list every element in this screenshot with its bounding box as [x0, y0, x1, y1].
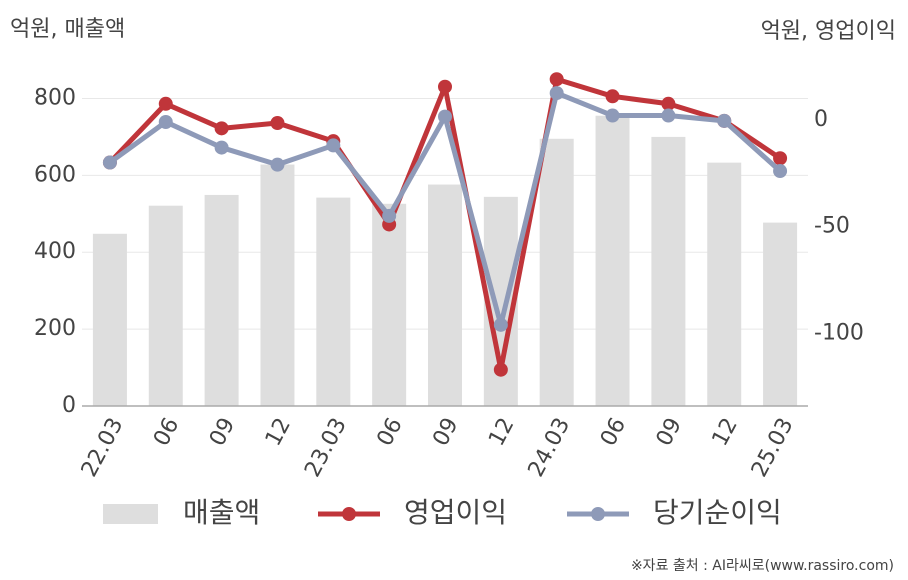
bar	[92, 233, 127, 406]
bar	[204, 194, 239, 406]
bar	[763, 222, 798, 406]
y2-tick-label: -100	[814, 320, 864, 345]
y-tick-label: 200	[34, 316, 76, 341]
x-tick-label: 22.03	[77, 414, 129, 481]
bar	[707, 162, 742, 406]
x-tick-label: 09	[652, 414, 687, 450]
y2-tick-label: -50	[814, 214, 850, 239]
x-tick-label: 06	[149, 414, 184, 450]
marker	[773, 164, 788, 179]
legend-label: 당기순이익	[653, 496, 782, 529]
y-tick-label: 800	[34, 85, 76, 110]
marker	[102, 155, 117, 170]
marker	[158, 114, 173, 129]
bar	[148, 205, 183, 406]
marker	[326, 138, 341, 153]
y-axis-title: 억원, 매출액	[10, 17, 125, 42]
marker	[661, 108, 676, 123]
marker	[493, 317, 508, 332]
marker	[438, 79, 452, 94]
marker	[773, 151, 788, 166]
bar	[595, 115, 630, 406]
marker	[214, 121, 229, 136]
legend-swatch	[591, 507, 605, 521]
y2-axis-title: 억원, 영업이익	[761, 19, 896, 44]
marker	[493, 362, 508, 377]
x-tick-label: 09	[428, 414, 463, 450]
x-tick-label: 23.03	[300, 414, 352, 481]
bar	[372, 203, 407, 406]
x-tick-label: 09	[205, 414, 240, 450]
x-tick-label: 12	[484, 414, 519, 450]
legend-swatch	[342, 507, 356, 521]
marker	[549, 72, 564, 87]
legend-label: 영업이익	[404, 496, 507, 529]
marker	[717, 113, 732, 128]
bar	[539, 138, 574, 407]
bar	[651, 136, 686, 406]
bar	[428, 184, 462, 406]
bar	[260, 164, 295, 406]
x-tick-label: 12	[708, 414, 743, 450]
y-tick-label: 0	[62, 393, 76, 418]
marker	[270, 157, 285, 172]
marker	[605, 89, 620, 104]
marker	[661, 96, 676, 111]
x-tick-label: 24.03	[524, 414, 576, 481]
y2-tick-label: 0	[814, 107, 828, 132]
marker	[438, 109, 452, 124]
y-tick-label: 600	[34, 162, 76, 187]
y-tick-label: 400	[34, 239, 76, 264]
x-tick-label: 25.03	[747, 414, 799, 481]
marker	[382, 208, 397, 223]
x-tick-label: 06	[373, 414, 408, 450]
marker	[605, 108, 620, 123]
bar	[316, 197, 351, 406]
marker	[549, 86, 564, 101]
x-tick-label: 12	[261, 414, 296, 450]
legend-label: 매출액	[183, 496, 260, 529]
legend-swatch	[103, 504, 158, 524]
marker	[158, 96, 173, 111]
marker	[270, 116, 285, 131]
source: ※자료 출처 : AI라씨로(www.rassiro.com)	[631, 558, 894, 574]
marker	[214, 140, 229, 155]
x-tick-label: 06	[596, 414, 631, 450]
